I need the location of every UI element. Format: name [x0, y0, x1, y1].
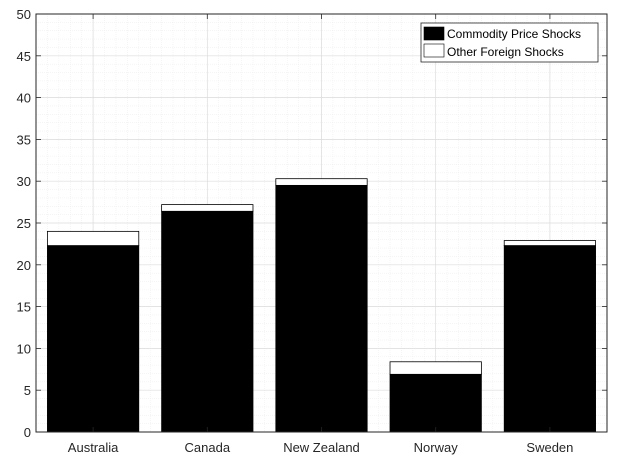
y-tick-label: 15: [17, 300, 31, 315]
x-tick-label: Norway: [414, 440, 459, 455]
bar-commodity-canada: [161, 210, 254, 433]
x-tick-label: Canada: [185, 440, 231, 455]
legend: Commodity Price Shocks Other Foreign Sho…: [420, 22, 599, 63]
legend-swatch-other: [423, 43, 445, 58]
y-tick-label: 45: [17, 49, 31, 64]
y-tick-label: 50: [17, 7, 31, 22]
x-tick-label: New Zealand: [283, 440, 360, 455]
bar-other-norway: [389, 361, 482, 375]
y-tick-label: 20: [17, 258, 31, 273]
legend-swatch-commodity: [423, 26, 445, 41]
bar-commodity-new-zealand: [275, 184, 368, 433]
bar-other-new-zealand: [275, 178, 368, 186]
bar-commodity-australia: [47, 245, 140, 433]
x-axis: Australia Canada New Zealand Norway Sweden: [68, 14, 573, 455]
bar-other-canada: [161, 204, 254, 212]
bar-other-australia: [47, 230, 140, 246]
legend-label-other: Other Foreign Shocks: [447, 45, 564, 59]
y-tick-label: 30: [17, 174, 31, 189]
legend-label-commodity: Commodity Price Shocks: [447, 27, 581, 41]
y-tick-label: 35: [17, 132, 31, 147]
bars: [47, 178, 596, 433]
y-axis: 0 5 10 15 20 25 30 35 40 45 50: [17, 7, 607, 440]
bar-commodity-sweden: [503, 245, 596, 433]
bar-commodity-norway: [389, 373, 482, 433]
legend-box: [420, 22, 599, 63]
y-tick-label: 0: [24, 425, 31, 440]
y-tick-label: 40: [17, 91, 31, 106]
bar-other-sweden: [503, 240, 596, 246]
x-tick-label: Australia: [68, 440, 119, 455]
x-tick-label: Sweden: [526, 440, 573, 455]
y-tick-label: 25: [17, 216, 31, 231]
y-tick-label: 5: [24, 383, 31, 398]
y-tick-label: 10: [17, 341, 31, 356]
